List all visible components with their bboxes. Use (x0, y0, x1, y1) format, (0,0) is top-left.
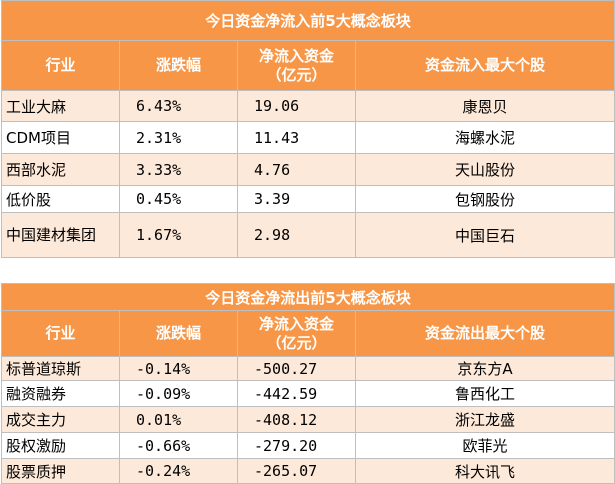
inflow-title: 今日资金净流入前5大概念板块 (0, 0, 615, 41)
sector-name: 西部水泥 (1, 153, 120, 186)
outflow-table: 今日资金净流出前5大概念板块 行业 涨跌幅 净流入资金 （亿元） 资金流出最大个… (0, 283, 615, 484)
net-flow: 4.76 (237, 153, 356, 186)
top-stock: 天山股份 (354, 153, 615, 186)
table-row: 中国建材集团 1.67% 2.98 中国巨石 (1, 212, 615, 258)
outflow-title-row: 今日资金净流出前5大概念板块 (0, 283, 615, 311)
top-stock: 海螺水泥 (354, 121, 615, 154)
change-pct: 2.31% (119, 121, 238, 154)
table-row: 工业大麻 6.43% 19.06 康恩贝 (1, 90, 615, 122)
change-pct: -0.09% (119, 380, 238, 407)
header-change: 涨跌幅 (119, 310, 238, 357)
net-flow: -279.20 (237, 432, 356, 459)
net-flow: -408.12 (237, 406, 356, 433)
header-top-stock: 资金流入最大个股 (354, 40, 615, 91)
header-sector: 行业 (1, 310, 120, 357)
top-stock: 鲁西化工 (354, 380, 615, 407)
table-row: 股票质押 -0.24% -265.07 科大讯飞 (1, 458, 615, 484)
outflow-rows: 标普道琼斯 -0.14% -500.27 京东方A 融资融券 -0.09% -4… (1, 356, 615, 484)
net-flow: -442.59 (237, 380, 356, 407)
inflow-table: 今日资金净流入前5大概念板块 行业 涨跌幅 净流入资金 （亿元） 资金流入最大个… (0, 0, 615, 258)
sector-name: 标普道琼斯 (1, 356, 120, 381)
change-pct: -0.66% (119, 432, 238, 459)
net-flow: 11.43 (237, 121, 356, 154)
top-stock: 欧菲光 (354, 432, 615, 459)
inflow-title-row: 今日资金净流入前5大概念板块 (0, 0, 615, 41)
change-pct: 3.33% (119, 153, 238, 186)
table-row: 成交主力 0.01% -408.12 浙江龙盛 (1, 406, 615, 433)
header-net-flow: 净流入资金 （亿元） (237, 310, 356, 357)
table-row: CDM项目 2.31% 11.43 海螺水泥 (1, 121, 615, 154)
net-flow: -265.07 (237, 458, 356, 484)
table-row: 融资融券 -0.09% -442.59 鲁西化工 (1, 380, 615, 407)
sector-name: 股权激励 (1, 432, 120, 459)
header-change: 涨跌幅 (119, 40, 238, 91)
sector-name: 成交主力 (1, 406, 120, 433)
change-pct: 0.01% (119, 406, 238, 433)
change-pct: 6.43% (119, 90, 238, 122)
header-sector: 行业 (1, 40, 120, 91)
change-pct: 1.67% (119, 212, 238, 258)
table-row: 西部水泥 3.33% 4.76 天山股份 (1, 153, 615, 186)
top-stock: 中国巨石 (354, 212, 615, 258)
outflow-header-row: 行业 涨跌幅 净流入资金 （亿元） 资金流出最大个股 (1, 310, 615, 357)
top-stock: 康恩贝 (354, 90, 615, 122)
table-row: 低价股 0.45% 3.39 包钢股份 (1, 185, 615, 213)
table-row: 股权激励 -0.66% -279.20 欧菲光 (1, 432, 615, 459)
table-row: 标普道琼斯 -0.14% -500.27 京东方A (1, 356, 615, 381)
net-flow: 19.06 (237, 90, 356, 122)
header-top-stock: 资金流出最大个股 (354, 310, 615, 357)
header-net-flow: 净流入资金 （亿元） (237, 40, 356, 91)
sector-name: 工业大麻 (1, 90, 120, 122)
net-flow: -500.27 (237, 356, 356, 381)
sector-name: 融资融券 (1, 380, 120, 407)
net-flow: 3.39 (237, 185, 356, 213)
sector-name: 中国建材集团 (1, 212, 120, 258)
top-stock: 浙江龙盛 (354, 406, 615, 433)
sector-name: 股票质押 (1, 458, 120, 484)
sector-name: CDM项目 (1, 121, 120, 154)
top-stock: 京东方A (354, 356, 615, 381)
inflow-rows: 工业大麻 6.43% 19.06 康恩贝 CDM项目 2.31% 11.43 海… (1, 90, 615, 258)
top-stock: 包钢股份 (354, 185, 615, 213)
inflow-header-row: 行业 涨跌幅 净流入资金 （亿元） 资金流入最大个股 (1, 40, 615, 91)
change-pct: 0.45% (119, 185, 238, 213)
change-pct: -0.14% (119, 356, 238, 381)
change-pct: -0.24% (119, 458, 238, 484)
net-flow: 2.98 (237, 212, 356, 258)
outflow-title: 今日资金净流出前5大概念板块 (0, 283, 615, 311)
top-stock: 科大讯飞 (354, 458, 615, 484)
sector-name: 低价股 (1, 185, 120, 213)
